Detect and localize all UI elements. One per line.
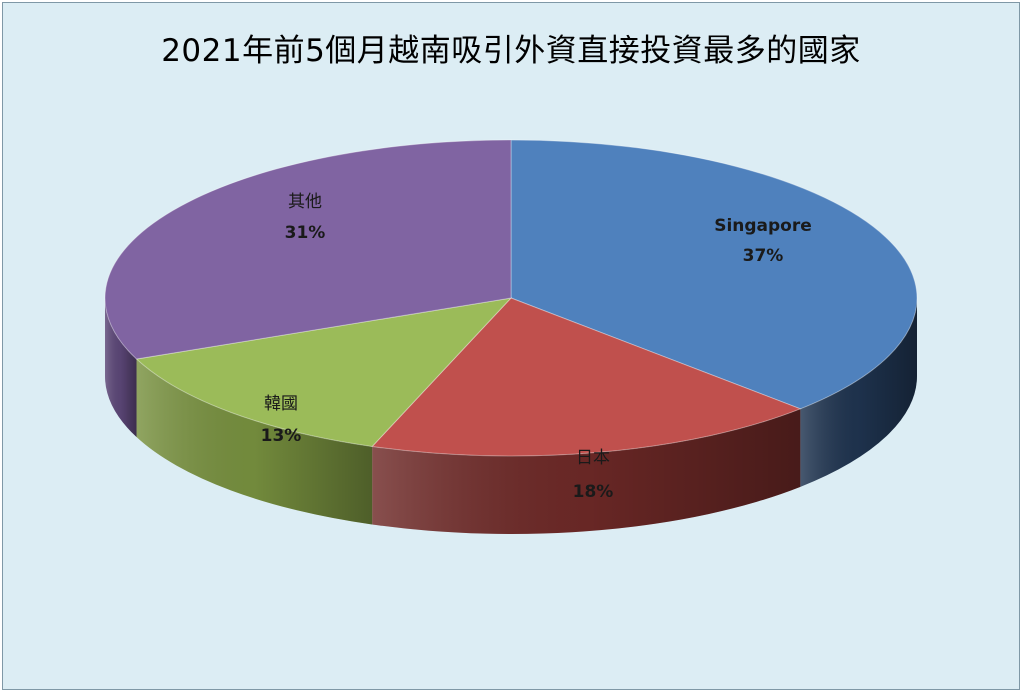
- slice-value-1: 18%: [573, 482, 614, 502]
- pie-slice-1: [371, 297, 802, 457]
- slice-value-0: 37%: [743, 246, 784, 266]
- pie-labels: Singapore 37% 日本 18% 韓國 13% 其他 31%: [261, 192, 812, 502]
- pie-tops: [104, 139, 918, 457]
- pie-slice-3: [104, 139, 512, 360]
- slice-value-3: 31%: [285, 223, 326, 243]
- pie-side-shade-3-0: [105, 298, 137, 438]
- pie-sides: [105, 298, 917, 534]
- pie-side-shade-2-0: [136, 359, 373, 525]
- pie-slice-2: [135, 297, 513, 448]
- slice-label-0: Singapore: [714, 216, 812, 236]
- pie-chart: Singapore 37% 日本 18% 韓國 13% 其他 31%: [104, 139, 918, 534]
- slice-value-2: 13%: [261, 426, 302, 446]
- pie-slice-0: [510, 139, 918, 410]
- chart-title: 2021年前5個月越南吸引外資直接投資最多的國家: [161, 33, 861, 69]
- slice-label-3: 其他: [288, 192, 322, 212]
- slice-label-1: 日本: [576, 448, 610, 468]
- slice-label-2: 韓國: [264, 394, 298, 414]
- pie-side-shade-0-0: [800, 298, 917, 487]
- pie-side-shade-1-0: [372, 408, 801, 534]
